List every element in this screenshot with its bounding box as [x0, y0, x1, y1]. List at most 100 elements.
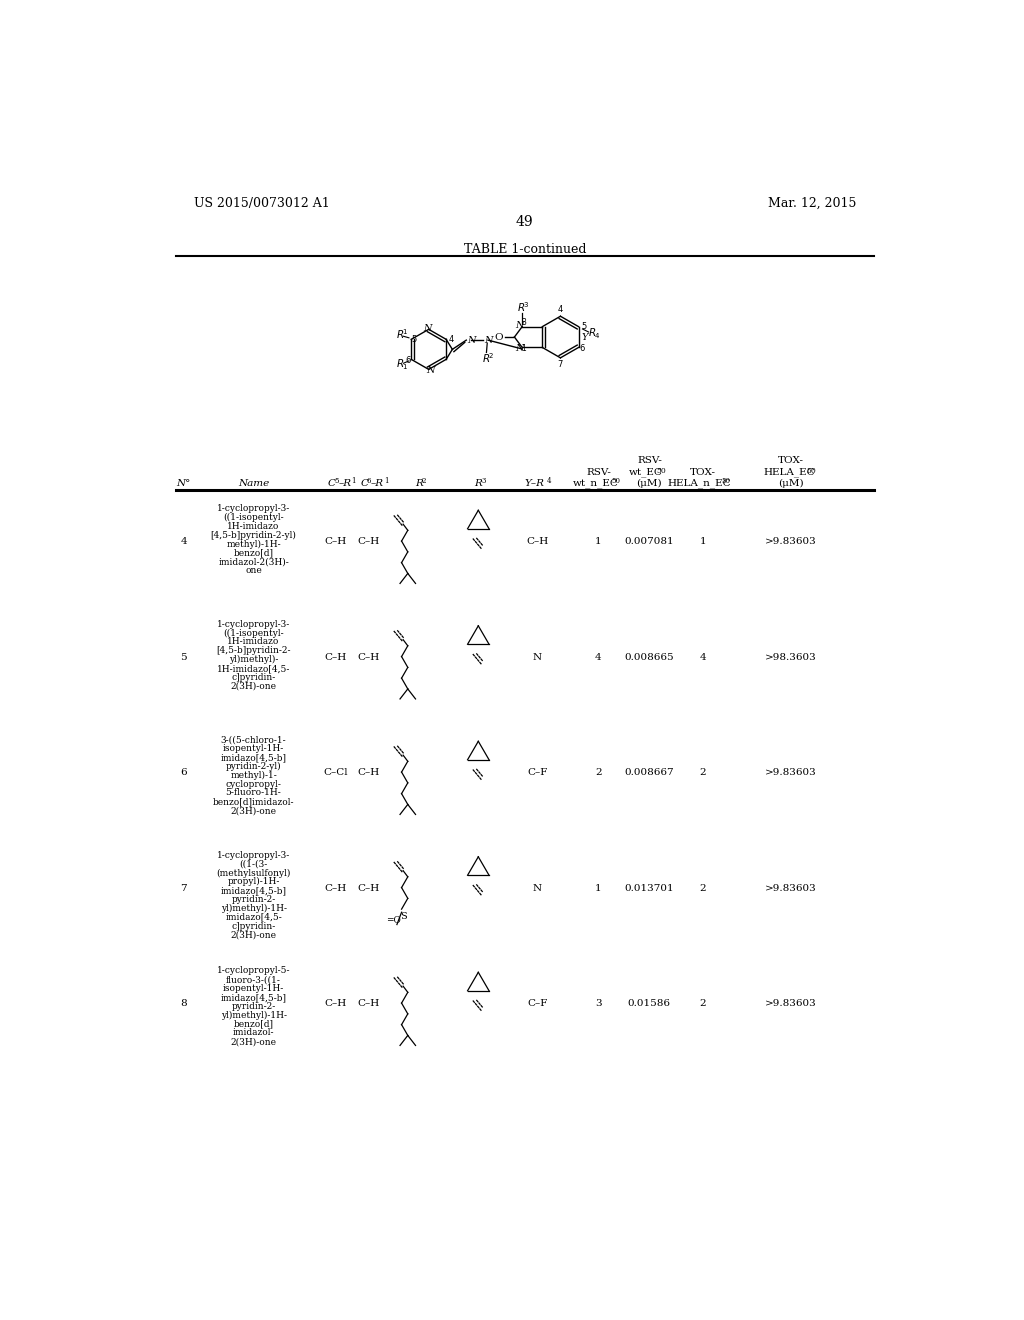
- Text: 1: 1: [699, 537, 707, 546]
- Text: 5: 5: [334, 478, 339, 486]
- Text: N°: N°: [176, 479, 191, 488]
- Text: c]pyridin-: c]pyridin-: [231, 921, 275, 931]
- Text: yl)methyl)-: yl)methyl)-: [228, 655, 279, 664]
- Text: 2: 2: [699, 999, 707, 1008]
- Text: 5-fluoro-1H-: 5-fluoro-1H-: [225, 788, 282, 797]
- Text: 4: 4: [558, 305, 563, 314]
- Text: 2: 2: [699, 768, 707, 777]
- Text: C–F: C–F: [527, 768, 548, 777]
- Text: 2(3H)-one: 2(3H)-one: [230, 931, 276, 940]
- Text: –R: –R: [339, 479, 351, 488]
- Text: N: N: [515, 345, 523, 354]
- Text: N: N: [515, 321, 523, 330]
- Text: 1H-imidazo: 1H-imidazo: [227, 521, 280, 531]
- Text: –R: –R: [371, 479, 384, 488]
- Text: 2: 2: [595, 768, 602, 777]
- Text: >9.83603: >9.83603: [765, 537, 816, 546]
- Text: 4: 4: [594, 333, 599, 339]
- Text: ((1-(3-: ((1-(3-: [240, 859, 267, 869]
- Text: 2: 2: [488, 352, 493, 359]
- Text: propyl)-1H-: propyl)-1H-: [227, 878, 280, 886]
- Text: 3: 3: [523, 302, 527, 308]
- Text: Y–R: Y–R: [525, 479, 545, 488]
- Text: 7: 7: [180, 884, 187, 892]
- Text: 4: 4: [699, 653, 707, 661]
- Text: 3: 3: [595, 999, 602, 1008]
- Text: (methylsulfonyl): (methylsulfonyl): [216, 869, 291, 878]
- Text: 1: 1: [402, 330, 407, 335]
- Text: 7: 7: [557, 360, 562, 370]
- Text: isopentyl-1H-: isopentyl-1H-: [223, 983, 285, 993]
- Text: R: R: [474, 479, 482, 488]
- Text: Mar. 12, 2015: Mar. 12, 2015: [768, 197, 856, 210]
- Text: TABLE 1-continued: TABLE 1-continued: [464, 243, 586, 256]
- Text: >9.83603: >9.83603: [765, 768, 816, 777]
- Text: RSV-: RSV-: [586, 469, 611, 477]
- Text: 2(3H)-one: 2(3H)-one: [230, 681, 276, 690]
- Text: C–H: C–H: [526, 537, 548, 546]
- Text: C–H: C–H: [325, 537, 347, 546]
- Text: N: N: [423, 325, 431, 333]
- Text: US 2015/0073012 A1: US 2015/0073012 A1: [194, 197, 330, 210]
- Text: (μM): (μM): [778, 479, 804, 488]
- Text: HELA_EC: HELA_EC: [763, 467, 815, 478]
- Text: N: N: [532, 884, 542, 892]
- Text: wt_n_EC: wt_n_EC: [572, 478, 618, 488]
- Text: 1: 1: [402, 364, 407, 370]
- Text: [4,5-b]pyridin-2-: [4,5-b]pyridin-2-: [216, 647, 291, 655]
- Text: 3: 3: [481, 478, 486, 486]
- Text: 1: 1: [384, 478, 388, 486]
- Text: imidazo[4,5-b]: imidazo[4,5-b]: [220, 886, 287, 895]
- Text: 49: 49: [516, 215, 534, 228]
- Text: N: N: [426, 366, 434, 375]
- Text: >98.3603: >98.3603: [765, 653, 816, 661]
- Text: benzo[d]imidazol-: benzo[d]imidazol-: [213, 797, 294, 807]
- Text: wt_EC: wt_EC: [629, 467, 663, 478]
- Text: 50: 50: [656, 467, 666, 475]
- Text: O: O: [495, 333, 503, 342]
- Text: Y: Y: [582, 333, 588, 342]
- Text: 4: 4: [449, 335, 455, 343]
- Text: cyclopropyl-: cyclopropyl-: [225, 780, 282, 788]
- Text: 6: 6: [180, 768, 187, 777]
- Text: (μM): (μM): [636, 479, 662, 488]
- Text: HELA_n_EC: HELA_n_EC: [668, 478, 731, 488]
- Text: 1: 1: [521, 345, 526, 354]
- Text: 2(3H)-one: 2(3H)-one: [230, 807, 276, 814]
- Text: C–H: C–H: [357, 768, 379, 777]
- Text: RSV-: RSV-: [638, 455, 663, 465]
- Text: R: R: [518, 304, 525, 313]
- Text: 2(3H)-one: 2(3H)-one: [230, 1038, 276, 1045]
- Text: imidazol-: imidazol-: [232, 1028, 274, 1038]
- Text: 6: 6: [579, 345, 585, 354]
- Text: pyridin-2-yl): pyridin-2-yl): [225, 762, 282, 771]
- Text: N: N: [532, 653, 542, 661]
- Text: N: N: [467, 335, 475, 345]
- Text: C–F: C–F: [527, 999, 548, 1008]
- Text: ((1-isopentyl-: ((1-isopentyl-: [223, 628, 284, 638]
- Text: 0.01586: 0.01586: [628, 999, 671, 1008]
- Text: C: C: [360, 479, 369, 488]
- Text: 1: 1: [595, 537, 602, 546]
- Text: 0.008665: 0.008665: [624, 653, 674, 661]
- Text: R: R: [396, 359, 404, 370]
- Text: S: S: [399, 912, 407, 921]
- Text: C–H: C–H: [357, 884, 379, 892]
- Text: 0.008667: 0.008667: [624, 768, 674, 777]
- Text: [4,5-b]pyridin-2-yl): [4,5-b]pyridin-2-yl): [211, 531, 297, 540]
- Text: imidazo[4,5-: imidazo[4,5-: [225, 912, 282, 921]
- Text: C–H: C–H: [325, 999, 347, 1008]
- Text: C–H: C–H: [325, 653, 347, 661]
- Text: pyridin-2-: pyridin-2-: [231, 1002, 275, 1011]
- Text: >9.83603: >9.83603: [765, 884, 816, 892]
- Text: 1-cyclopropyl-3-: 1-cyclopropyl-3-: [217, 620, 290, 628]
- Text: pyridin-2-: pyridin-2-: [231, 895, 275, 904]
- Text: 50: 50: [806, 467, 816, 475]
- Text: 1: 1: [351, 478, 355, 486]
- Text: 50: 50: [722, 478, 731, 486]
- Text: isopentyl-1H-: isopentyl-1H-: [223, 744, 285, 754]
- Text: 50: 50: [611, 478, 620, 486]
- Text: C: C: [328, 479, 336, 488]
- Text: fluoro-3-((1-: fluoro-3-((1-: [226, 975, 281, 985]
- Text: R: R: [589, 327, 596, 338]
